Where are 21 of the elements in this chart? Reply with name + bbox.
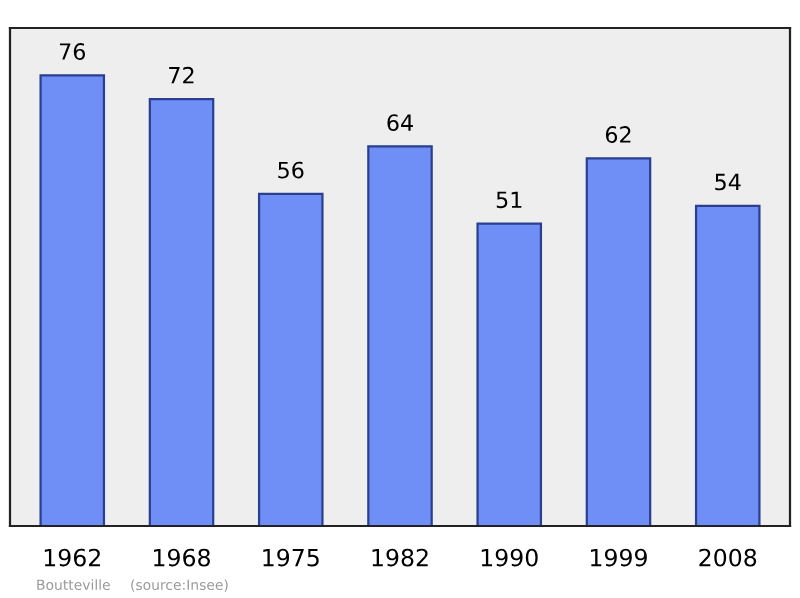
- bar: [39, 74, 106, 526]
- x-tick-label: 1962: [44, 548, 100, 567]
- x-tick-label: 1982: [372, 548, 428, 567]
- data-label: 72: [169, 66, 194, 84]
- data-label: 56: [278, 161, 304, 179]
- data-label: 51: [496, 191, 522, 209]
- bar: [585, 157, 652, 526]
- x-tick-label: 2008: [699, 548, 757, 567]
- data-label: 76: [59, 43, 86, 60]
- bar: [257, 192, 324, 526]
- x-tick-label: 1999: [591, 548, 647, 567]
- bar: [476, 222, 543, 526]
- x-tick-label: 1968: [154, 548, 210, 567]
- x-tick-label: 1990: [481, 548, 538, 567]
- bar: [694, 204, 761, 526]
- bar: [148, 97, 215, 526]
- data-label: 64: [387, 114, 413, 132]
- bar: [367, 145, 433, 526]
- data-label: 54: [715, 173, 741, 191]
- data-label: 62: [605, 126, 631, 143]
- x-tick-label: 1975: [263, 548, 319, 567]
